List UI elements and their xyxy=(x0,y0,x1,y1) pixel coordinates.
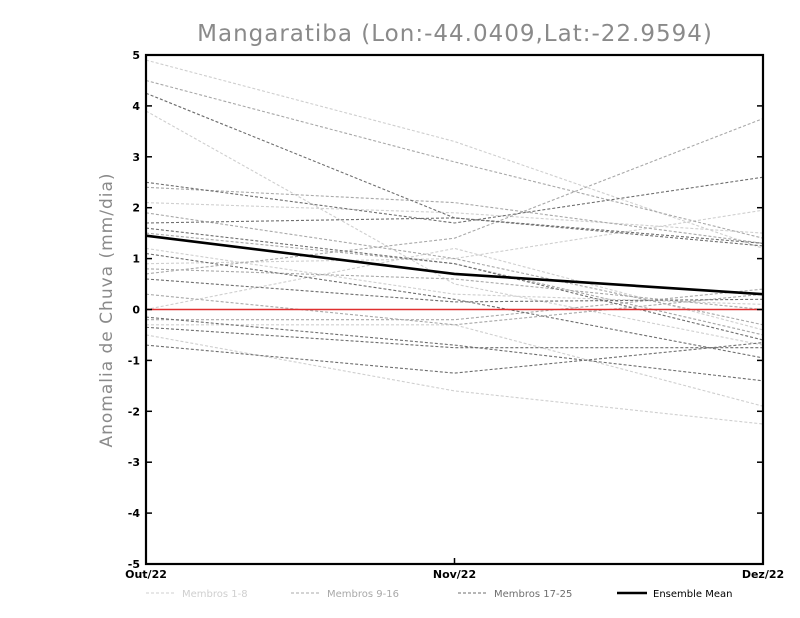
chart-title: Mangaratiba (Lon:-44.0409,Lat:-22.9594) xyxy=(197,21,713,47)
y-tick-label: 4 xyxy=(132,100,140,113)
y-tick-label: -1 xyxy=(128,354,140,367)
y-tick-label: 1 xyxy=(132,253,140,266)
member-line-22 xyxy=(145,278,764,303)
member-line-25 xyxy=(145,342,764,374)
member-line-17 xyxy=(145,92,764,244)
member-line-13 xyxy=(145,293,764,326)
y-tick-label: -4 xyxy=(128,507,141,520)
legend-label-1: Membros 1-8 xyxy=(182,589,248,600)
y-tick-label: -3 xyxy=(128,456,140,469)
member-line-9 xyxy=(145,79,764,239)
x-tick-label: Nov/22 xyxy=(433,568,476,581)
y-tick-label: 2 xyxy=(132,202,140,215)
y-axis-label: Anomalia de Chuva (mm/dia) xyxy=(97,172,117,447)
member-line-10 xyxy=(145,186,764,244)
member-line-18 xyxy=(145,176,764,224)
member-line-2 xyxy=(145,110,764,346)
member-line-19 xyxy=(145,217,764,247)
member-line-12 xyxy=(145,118,764,275)
member-line-20 xyxy=(145,227,764,341)
x-ticks: Out/22 Nov/22 Dez/22 xyxy=(125,558,784,581)
series-layer xyxy=(145,59,764,425)
y-tick-label: -2 xyxy=(128,405,140,418)
member-line-15 xyxy=(145,212,764,326)
member-line-24 xyxy=(145,326,763,349)
ensemble-mean-line xyxy=(145,234,764,296)
x-tick-label: Out/22 xyxy=(125,568,167,581)
y-tick-label: 0 xyxy=(132,304,140,317)
member-line-16 xyxy=(145,268,764,311)
member-line-7 xyxy=(145,334,764,425)
member-line-23 xyxy=(145,316,764,382)
y-tick-label: 5 xyxy=(132,49,140,62)
y-tick-label: -5 xyxy=(128,558,140,571)
y-ticks: -5 -4 -3 -2 -1 0 1 2 3 4 5 xyxy=(128,49,763,571)
y-tick-label: 3 xyxy=(132,151,140,164)
legend-label-4: Ensemble Mean xyxy=(653,589,732,600)
member-line-4 xyxy=(145,209,764,265)
member-line-6 xyxy=(146,324,764,407)
legend-label-2: Membros 9-16 xyxy=(327,589,399,600)
x-tick-label: Dez/22 xyxy=(742,568,784,581)
ensemble-mean-layer xyxy=(145,234,764,296)
member-line-8 xyxy=(145,247,764,305)
legend: Membros 1-8 Membros 9-16 Membros 17-25 Ense… xyxy=(146,589,732,600)
member-line-21 xyxy=(145,252,764,359)
legend-label-3: Membros 17-25 xyxy=(494,589,572,600)
member-line-3 xyxy=(145,202,764,234)
